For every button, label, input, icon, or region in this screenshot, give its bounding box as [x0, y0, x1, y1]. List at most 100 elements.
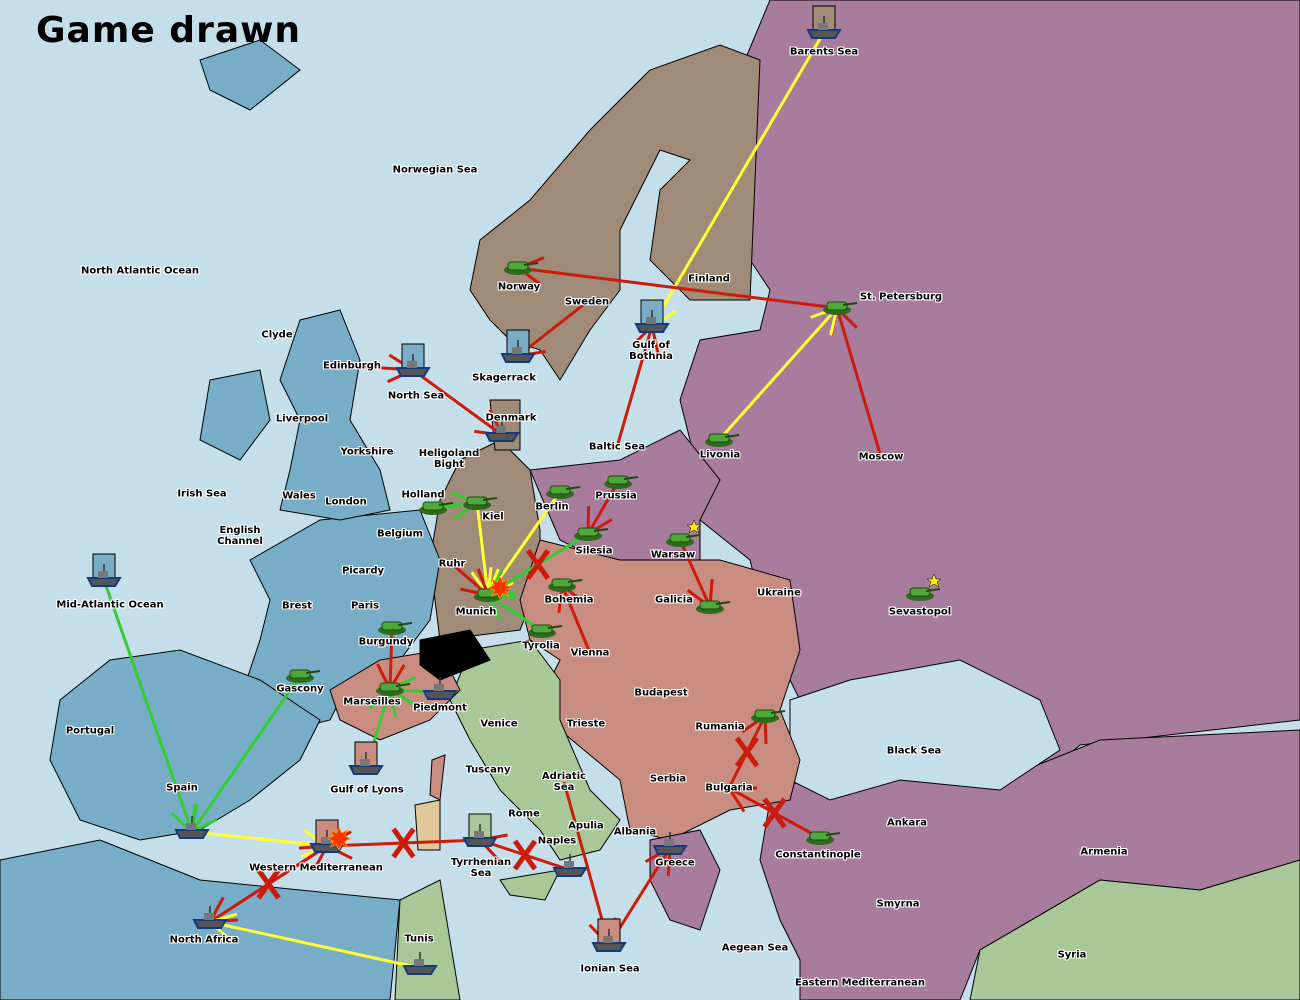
label-apulia: Apulia — [568, 820, 604, 832]
label-edinburgh: Edinburgh — [322, 360, 382, 372]
army-unit[interactable] — [378, 621, 413, 635]
fleet-unit[interactable] — [806, 5, 842, 39]
army-unit[interactable] — [546, 485, 581, 499]
fleet-unit[interactable] — [309, 819, 351, 853]
fleet-unit[interactable] — [402, 952, 438, 975]
army-unit[interactable] — [604, 475, 639, 489]
label-yorkshire: Yorkshire — [340, 446, 394, 458]
ship-icon — [192, 906, 228, 929]
scandinavia-region[interactable] — [469, 44, 761, 381]
label-gulf-of-bothnia: Gulf of Bothnia — [629, 340, 673, 362]
tank-icon — [504, 261, 539, 275]
army-unit[interactable] — [474, 575, 512, 602]
fleet-unit[interactable] — [86, 553, 122, 587]
failed-x-icon — [734, 736, 760, 768]
black-sea-region[interactable] — [789, 659, 1061, 801]
army-unit[interactable] — [463, 496, 498, 510]
failed-x-icon — [762, 797, 787, 829]
label-holland: Holland — [401, 489, 445, 501]
fleet-unit[interactable] — [634, 299, 670, 333]
iceland-region[interactable] — [199, 39, 301, 111]
army-unit[interactable] — [906, 573, 942, 601]
label-gulf-of-lyons: Gulf of Lyons — [330, 784, 404, 796]
switzerland-region[interactable] — [419, 629, 491, 681]
army-unit[interactable] — [419, 501, 454, 515]
explosion-icon — [327, 826, 351, 851]
label-kiel: Kiel — [482, 511, 504, 523]
fleet-unit[interactable] — [395, 343, 431, 377]
army-unit[interactable] — [823, 301, 858, 315]
label-tyrrhenian-sea: Tyrrhenian Sea — [450, 857, 512, 879]
label-black-sea: Black Sea — [886, 745, 942, 757]
label-belgium: Belgium — [377, 528, 423, 540]
fleet-unit[interactable] — [348, 741, 384, 775]
sardinia-region[interactable] — [414, 799, 441, 851]
tank-icon — [286, 669, 321, 683]
label-aegean-sea: Aegean Sea — [721, 942, 789, 954]
fleet-unit[interactable] — [552, 854, 588, 877]
label-moscow: Moscow — [858, 451, 904, 463]
label-armenia: Armenia — [1080, 846, 1128, 858]
army-unit[interactable] — [666, 519, 702, 547]
army-unit[interactable] — [574, 527, 609, 541]
label-prussia: Prussia — [595, 490, 637, 502]
label-rumania: Rumania — [695, 721, 745, 733]
label-munich: Munich — [455, 606, 497, 618]
tank-icon — [419, 501, 454, 515]
syria-region[interactable] — [969, 859, 1300, 1000]
sicily-region[interactable] — [499, 869, 561, 901]
label-gascony: Gascony — [276, 683, 324, 695]
army-unit[interactable] — [705, 433, 740, 447]
label-bohemia: Bohemia — [544, 594, 594, 606]
label-vienna: Vienna — [570, 647, 610, 659]
label-clyde: Clyde — [261, 329, 293, 341]
star-icon — [926, 573, 942, 588]
army-unit[interactable] — [806, 831, 841, 845]
fleet-unit[interactable] — [591, 918, 627, 952]
label-sevastopol: Sevastopol — [888, 606, 952, 618]
tank-icon — [463, 496, 498, 510]
tank-icon — [705, 433, 740, 447]
label-north-atlantic-ocean: North Atlantic Ocean — [80, 265, 200, 277]
tank-icon — [696, 600, 731, 614]
fleet-unit[interactable] — [174, 816, 210, 839]
fleet-unit[interactable] — [484, 419, 520, 442]
army-unit[interactable] — [286, 669, 321, 683]
denmark-region[interactable] — [489, 399, 521, 451]
army-unit[interactable] — [528, 624, 563, 638]
fleet-unit[interactable] — [652, 832, 688, 855]
game-status-title: Game drawn — [36, 10, 302, 51]
iberia-region[interactable] — [49, 649, 321, 841]
fleet-unit[interactable] — [192, 906, 228, 929]
army-unit[interactable] — [696, 600, 731, 614]
ireland-region[interactable] — [199, 369, 271, 461]
army-unit[interactable] — [376, 682, 411, 696]
army-unit[interactable] — [504, 261, 539, 275]
austria-balkans-region[interactable] — [519, 539, 801, 841]
ship-icon — [652, 832, 688, 855]
label-london: London — [325, 496, 367, 508]
tank-icon — [806, 831, 841, 845]
label-norway: Norway — [497, 281, 541, 293]
label-albania: Albania — [613, 826, 657, 838]
fleet-unit[interactable] — [422, 677, 458, 700]
army-unit[interactable] — [548, 578, 583, 592]
ship-icon — [174, 816, 210, 839]
order-move-arrow — [191, 828, 328, 859]
label-greece: Greece — [655, 857, 695, 869]
army-unit[interactable] — [751, 709, 786, 723]
label-barents-sea: Barents Sea — [789, 46, 859, 58]
label-heligoland-bight: Heligoland Bight — [418, 448, 480, 470]
ship-icon — [462, 824, 498, 847]
corsica-region[interactable] — [429, 754, 446, 801]
fleet-unit[interactable] — [462, 813, 498, 847]
britain-region[interactable] — [279, 309, 391, 521]
label-north-sea: North Sea — [387, 390, 445, 402]
star-icon — [686, 519, 702, 534]
label-livonia: Livonia — [699, 449, 741, 461]
fleet-unit[interactable] — [500, 329, 536, 363]
label-english-channel: English Channel — [217, 525, 263, 547]
label-denmark: Denmark — [485, 412, 537, 424]
italy-region[interactable] — [449, 639, 621, 861]
